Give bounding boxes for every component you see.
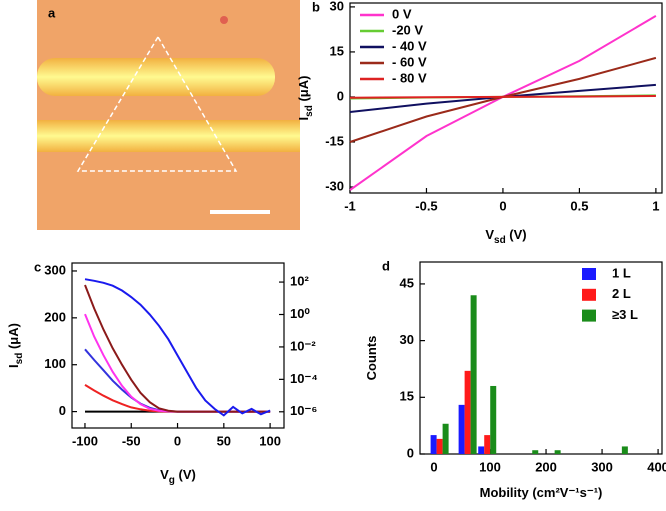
bar — [442, 423, 449, 454]
bar — [430, 435, 437, 454]
bar — [464, 370, 471, 454]
image-background — [37, 0, 300, 230]
x-tick-label: 300 — [591, 459, 613, 474]
legend-label: - 60 V — [392, 54, 427, 69]
legend-label: 0 V — [392, 6, 412, 21]
y2-tick-label: 10⁰ — [290, 306, 310, 321]
axis-label: Vsd (V) — [485, 227, 526, 245]
legend-label: -20 V — [392, 22, 423, 37]
data-line — [84, 348, 271, 413]
x-tick-label: -0.5 — [415, 198, 437, 213]
bar — [458, 404, 465, 454]
axis-label-part: I — [6, 364, 21, 368]
x-tick-label: -50 — [122, 433, 141, 448]
axis-label: Vg (V) — [160, 467, 196, 485]
legend-swatch — [582, 288, 596, 301]
bar — [490, 385, 497, 454]
axis-label-part: g — [169, 475, 175, 486]
axis-label: Isd (μA) — [296, 76, 314, 121]
legend-swatch — [582, 268, 596, 280]
y-tick-label: -15 — [325, 133, 344, 148]
data-line — [349, 95, 656, 99]
axis-label: Mobility (cm²V⁻¹s⁻¹) — [480, 485, 603, 500]
scale-bar — [210, 210, 270, 214]
data-line — [84, 278, 271, 417]
y2-tick-label: 10⁻⁶ — [290, 403, 317, 418]
axis-label: Isd (μA) — [6, 323, 24, 368]
panel-label: a — [48, 5, 56, 20]
axis-label-part: (μA) — [6, 323, 21, 353]
x-tick-label: -100 — [72, 433, 98, 448]
y-tick-label: -30 — [325, 178, 344, 193]
y-tick-label: 30 — [400, 332, 414, 347]
axis-label-part: (μA) — [296, 76, 311, 106]
y-tick-label: 300 — [44, 262, 66, 277]
x-tick-label: 50 — [217, 433, 231, 448]
electrode — [37, 120, 300, 152]
x-tick-label: 100 — [259, 433, 281, 448]
axis-label-part: V — [485, 227, 494, 242]
legend-label: - 80 V — [392, 70, 427, 85]
data-line — [84, 313, 271, 413]
legend-swatch — [582, 309, 596, 322]
axis-label-part: Counts — [364, 336, 379, 381]
y2-tick-label: 10⁻² — [290, 338, 316, 353]
axis-label-part: V — [160, 467, 169, 482]
legend-label: ≥3 L — [612, 307, 638, 322]
particle — [220, 16, 228, 24]
electrode — [37, 58, 275, 96]
flake-outline — [76, 35, 238, 172]
x-tick-label: 0 — [499, 198, 506, 213]
y2-tick-label: 10² — [290, 274, 309, 289]
y-tick-label: 100 — [44, 356, 66, 371]
axis-label-part: I — [296, 117, 311, 121]
legend-label: 1 L — [612, 265, 631, 280]
panel-label: c — [34, 259, 41, 274]
x-tick-label: 200 — [535, 459, 557, 474]
bar — [484, 435, 491, 454]
data-line — [84, 384, 271, 413]
plot-frame — [419, 261, 663, 455]
axis-label-part: (V) — [506, 227, 527, 242]
y-tick-label: 0 — [337, 88, 344, 103]
axis-label-part: Mobility (cm²V⁻¹s⁻¹) — [480, 485, 603, 500]
x-tick-label: 0 — [174, 433, 181, 448]
x-tick-label: 0 — [430, 459, 437, 474]
panel-label: d — [382, 258, 390, 273]
axis-label-part: sd — [14, 353, 25, 365]
y-tick-label: 45 — [400, 275, 414, 290]
y-tick-label: 30 — [330, 0, 344, 13]
y-tick-label: 15 — [330, 43, 344, 58]
x-tick-label: 400 — [647, 459, 666, 474]
axis-label-part: sd — [494, 235, 506, 246]
x-tick-label: -1 — [344, 198, 356, 213]
bar — [478, 446, 485, 454]
axis-label-part: sd — [304, 105, 315, 117]
x-tick-label: 0.5 — [570, 198, 588, 213]
y-tick-label: 0 — [59, 403, 66, 418]
bar — [621, 446, 628, 454]
bar — [554, 450, 561, 454]
plot-frame — [71, 262, 285, 429]
legend-label: 2 L — [612, 286, 631, 301]
legend-label: - 40 V — [392, 38, 427, 53]
axis-label: Counts — [364, 336, 379, 381]
axis-label-part: (V) — [175, 467, 196, 482]
y-tick-label: 15 — [400, 389, 414, 404]
bar — [532, 450, 539, 454]
y-tick-label: 200 — [44, 309, 66, 324]
optical-image: a — [37, 0, 300, 230]
y-tick-label: 0 — [407, 445, 414, 460]
bar — [470, 295, 477, 454]
y2-tick-label: 10⁻⁴ — [290, 371, 318, 386]
bar — [436, 438, 443, 454]
x-tick-label: 100 — [479, 459, 501, 474]
data-line — [84, 284, 271, 413]
panel-label: b — [312, 0, 320, 14]
x-tick-label: 1 — [652, 198, 659, 213]
